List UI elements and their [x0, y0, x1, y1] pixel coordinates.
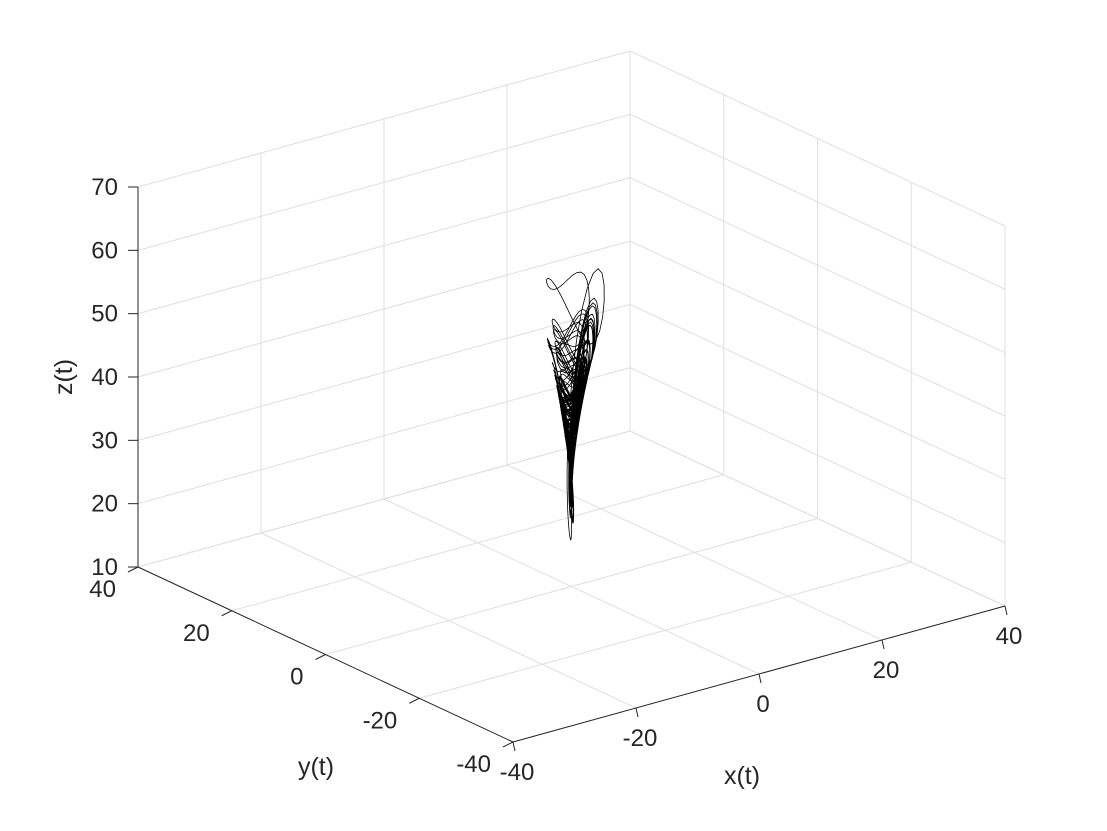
grid-side-z — [629, 240, 1006, 417]
y-tick-mark — [315, 654, 326, 660]
x-tick-label: 0 — [756, 691, 769, 718]
grid-back-z — [137, 430, 631, 568]
z-tick-label: 30 — [91, 427, 118, 454]
x-tick-mark — [512, 741, 516, 752]
grid-floor-y — [325, 518, 818, 655]
y-tick-mark — [502, 741, 514, 748]
grid-back-z — [137, 113, 631, 251]
grid-back-z — [137, 303, 631, 441]
trajectory-path — [546, 268, 605, 541]
grid-back-z — [137, 240, 631, 378]
z-axis-title: z(t) — [50, 359, 78, 395]
z-tick-label: 70 — [91, 174, 118, 201]
x-tick-mark — [635, 707, 639, 718]
grid-back-z — [137, 50, 631, 188]
y-tick-mark — [221, 610, 232, 617]
x-tick-label: -40 — [500, 759, 535, 786]
y-tick-mark — [127, 566, 139, 573]
x-tick-label: 20 — [873, 657, 900, 684]
grid-back-z — [137, 367, 631, 505]
grid-side-z — [629, 177, 1006, 354]
grid-floor-y — [231, 474, 724, 612]
y-tick-label: 20 — [183, 620, 210, 647]
x-axis-title: x(t) — [724, 762, 760, 790]
y-tick-label: -20 — [363, 707, 398, 734]
y-tick-label: 40 — [89, 576, 116, 603]
grid-back-z — [137, 177, 631, 315]
z-tick-label: 40 — [91, 364, 118, 391]
grid-side-z — [629, 367, 1006, 544]
grid-side-z — [629, 430, 1006, 607]
x-tick-label: -20 — [623, 725, 658, 752]
x-tick-mark — [758, 673, 762, 684]
z-tick-label: 50 — [91, 301, 118, 328]
x-tick-mark — [881, 639, 885, 650]
trajectory — [546, 268, 605, 541]
y-tick-mark — [409, 697, 420, 704]
grid-floor-y — [419, 561, 912, 699]
x-tick-label: 40 — [996, 623, 1023, 650]
y-axis-title: y(t) — [298, 753, 334, 781]
z-tick-label: 60 — [91, 237, 118, 264]
grid-side-z — [629, 303, 1006, 480]
grid-side-z — [629, 113, 1006, 290]
z-tick-label: 20 — [91, 491, 118, 518]
axes — [127, 186, 1008, 752]
y-tick-label: 0 — [290, 664, 303, 691]
y-tick-label: -40 — [456, 751, 491, 778]
x-tick-mark — [1004, 605, 1008, 616]
grid-side-z — [629, 50, 1006, 227]
z-tick-label: 10 — [91, 554, 118, 581]
